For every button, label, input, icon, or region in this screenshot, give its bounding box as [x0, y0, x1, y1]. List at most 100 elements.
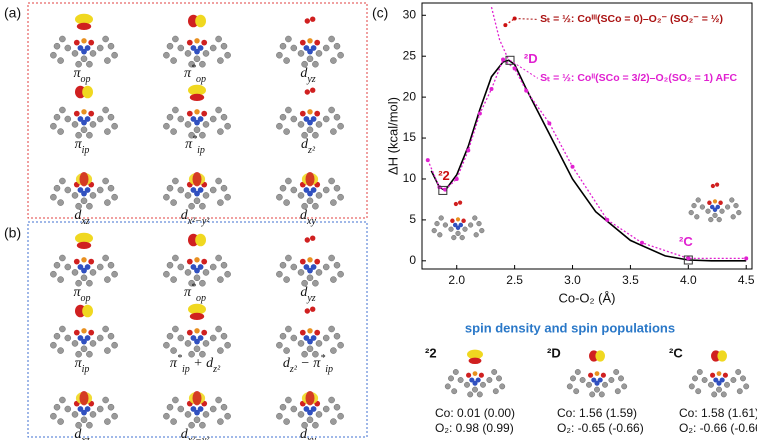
atom — [177, 334, 185, 342]
atom — [574, 369, 581, 375]
point — [466, 148, 471, 153]
atom — [715, 204, 721, 210]
atom — [88, 110, 95, 117]
atom — [107, 403, 115, 411]
atom — [201, 39, 208, 46]
atom — [166, 42, 174, 50]
atom — [472, 386, 478, 393]
atom — [328, 396, 335, 404]
atom — [96, 115, 104, 123]
atom — [719, 208, 725, 214]
atom — [712, 199, 718, 204]
atom — [301, 350, 308, 358]
atom — [197, 335, 204, 341]
lobe — [192, 391, 202, 406]
atom — [111, 341, 118, 349]
y-tick-label: 5 — [409, 212, 416, 226]
label-part: d — [283, 356, 291, 371]
atom — [290, 263, 298, 271]
atom — [215, 325, 222, 333]
atom — [695, 197, 701, 203]
atom — [50, 51, 57, 59]
atom — [50, 412, 57, 420]
atom — [307, 257, 313, 263]
label-part: x²−y² — [187, 216, 211, 227]
atom — [472, 380, 478, 386]
atom — [715, 182, 720, 187]
atom — [322, 115, 330, 123]
atom — [566, 383, 573, 390]
atom — [59, 396, 66, 404]
y-tick-label: 25 — [403, 48, 417, 62]
lobe — [188, 84, 206, 96]
atom — [315, 269, 323, 276]
atom — [177, 186, 185, 194]
atom — [172, 35, 179, 43]
label-part: d — [74, 427, 82, 440]
atom — [707, 200, 712, 206]
atom — [102, 35, 109, 43]
atom — [53, 184, 61, 192]
atom — [89, 411, 97, 418]
leader — [509, 59, 539, 79]
label-part: π — [184, 66, 192, 81]
atom — [184, 121, 192, 128]
atom — [312, 279, 319, 287]
atom — [312, 421, 319, 429]
label-part: d — [300, 285, 308, 300]
atom — [283, 276, 290, 283]
atom — [589, 391, 596, 398]
atom — [618, 375, 624, 382]
atom — [50, 270, 57, 278]
atom — [111, 270, 118, 278]
atom — [450, 218, 455, 224]
atom — [279, 332, 287, 340]
atom — [202, 121, 210, 128]
orbital-label: πip — [75, 137, 90, 156]
atom — [104, 347, 111, 354]
atom — [688, 383, 695, 390]
atom — [81, 119, 87, 126]
atom — [57, 57, 64, 64]
molecule — [163, 172, 231, 210]
atom — [708, 217, 714, 223]
atom — [77, 264, 84, 270]
atom — [96, 334, 104, 342]
molecule — [688, 350, 750, 398]
atom — [469, 377, 475, 383]
atom — [217, 418, 224, 425]
atom — [276, 270, 283, 278]
orbital-label: dz² — [301, 137, 316, 156]
atom — [594, 380, 600, 386]
molecule — [50, 172, 118, 210]
atom — [475, 377, 481, 383]
spin-o2: O₂: 0.98 (0.99) — [435, 421, 514, 435]
spin-title: spin density and spin populations — [465, 320, 675, 335]
spin-co: Co: 0.01 (0.00) — [435, 406, 515, 420]
atom — [188, 131, 195, 139]
atom — [594, 371, 600, 376]
atom — [170, 57, 177, 64]
point — [547, 121, 552, 126]
atom — [102, 177, 109, 185]
atom — [444, 383, 451, 390]
state-label: ²2 — [425, 345, 437, 360]
atom — [209, 115, 217, 123]
plot-frame — [421, 2, 753, 270]
lobe — [82, 304, 93, 318]
atom — [290, 115, 298, 123]
atom — [224, 412, 231, 420]
atom — [86, 202, 93, 210]
spin-co: Co: 1.56 (1.59) — [557, 406, 637, 420]
atom — [290, 186, 298, 194]
atom — [102, 325, 109, 333]
atom — [215, 35, 222, 43]
state-box — [505, 55, 515, 65]
atom — [84, 335, 91, 341]
atom — [285, 106, 292, 114]
atom — [172, 396, 179, 404]
atom — [434, 221, 440, 227]
lobe — [75, 13, 93, 25]
atom — [170, 199, 177, 206]
atom — [310, 87, 316, 93]
